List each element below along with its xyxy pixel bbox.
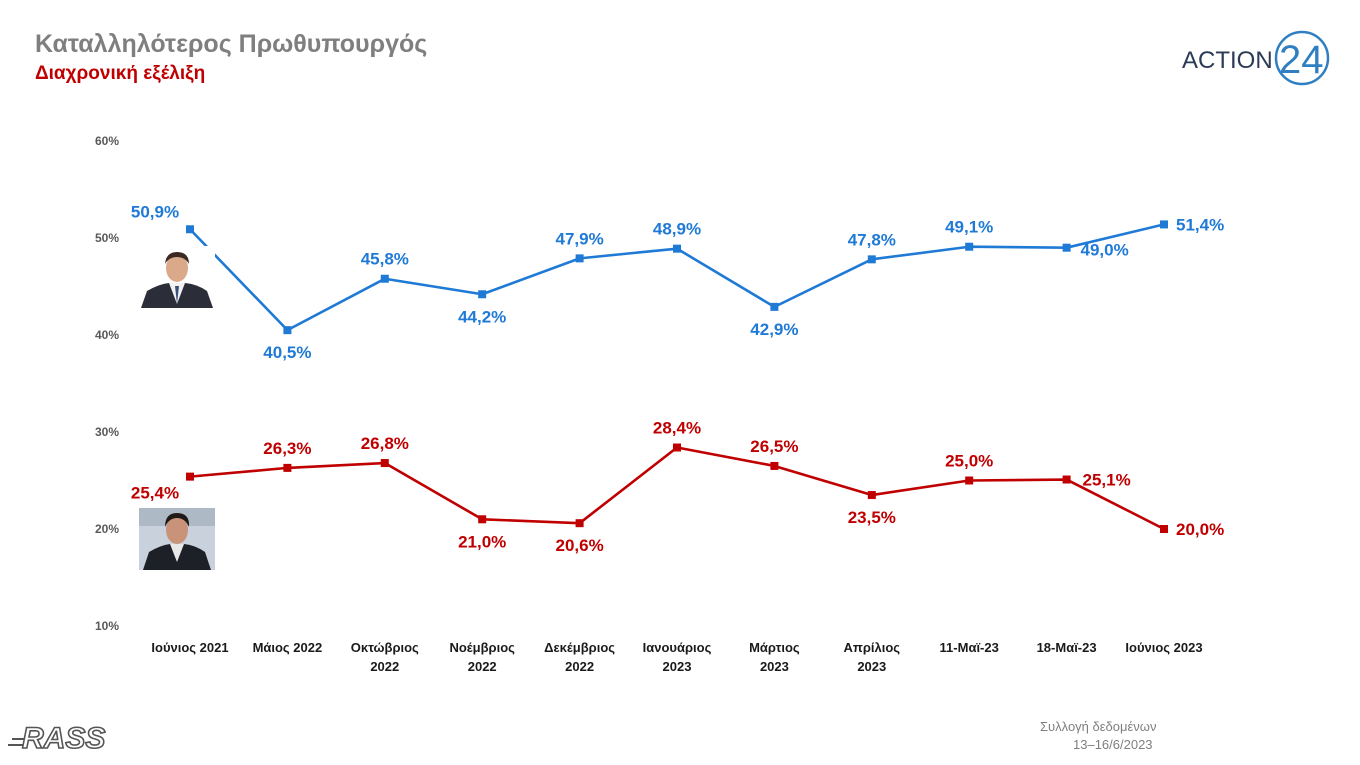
data-label: 25,1% bbox=[1082, 471, 1130, 490]
y-tick-label: 30% bbox=[95, 425, 119, 439]
action24-logo: ACTION 24 bbox=[1182, 30, 1330, 86]
data-point bbox=[575, 519, 584, 528]
x-tick-label: 11-Μαϊ-23 bbox=[940, 640, 999, 655]
data-collection-label: Συλλογή δεδομένων bbox=[1040, 719, 1157, 734]
data-point bbox=[1160, 525, 1168, 533]
x-tick-label: Ιανουάριος bbox=[643, 640, 712, 655]
y-tick-label: 50% bbox=[95, 231, 119, 245]
page-title: Καταλληλότερος Πρωθυπουργός bbox=[35, 30, 428, 58]
data-label: 26,8% bbox=[361, 434, 409, 453]
data-label: 45,8% bbox=[361, 250, 409, 269]
data-point bbox=[965, 242, 974, 251]
data-label: 44,2% bbox=[458, 307, 506, 326]
data-label: 25,0% bbox=[945, 452, 993, 471]
data-point bbox=[965, 476, 974, 485]
data-point bbox=[1160, 220, 1168, 229]
data-label: 42,9% bbox=[750, 320, 798, 339]
rass-logo-text: RASS bbox=[22, 722, 105, 755]
x-tick-label: Δεκέμβριος bbox=[544, 640, 615, 655]
x-tick-label: 2023 bbox=[760, 659, 789, 674]
data-point bbox=[283, 326, 292, 335]
data-label: 28,4% bbox=[653, 419, 701, 438]
data-point bbox=[1062, 243, 1071, 252]
data-point bbox=[478, 515, 487, 524]
data-label: 40,5% bbox=[263, 343, 311, 362]
data-point bbox=[770, 461, 779, 470]
x-tick-label: Ιούνιος 2021 bbox=[151, 640, 228, 655]
data-point bbox=[478, 290, 487, 299]
series-line-0 bbox=[189, 223, 1165, 332]
data-label: 50,9% bbox=[131, 202, 179, 221]
data-point bbox=[867, 491, 876, 500]
data-label: 23,5% bbox=[848, 508, 896, 527]
data-point bbox=[673, 244, 681, 253]
x-tick-label: 2023 bbox=[857, 659, 886, 674]
data-point bbox=[283, 463, 292, 472]
data-label: 47,9% bbox=[555, 229, 603, 248]
data-point bbox=[186, 225, 194, 234]
data-label: 47,8% bbox=[848, 230, 896, 249]
x-tick-label: 2022 bbox=[370, 659, 399, 674]
x-tick-label: 18-Μαϊ-23 bbox=[1037, 640, 1097, 655]
x-tick-label: Οκτώβριος bbox=[351, 640, 419, 655]
data-point bbox=[867, 255, 876, 264]
data-point bbox=[770, 302, 779, 311]
logo-number: 24 bbox=[1279, 38, 1324, 82]
data-label: 48,9% bbox=[653, 220, 701, 239]
data-point bbox=[673, 443, 681, 452]
data-label: 26,3% bbox=[263, 439, 311, 458]
data-label: 49,0% bbox=[1080, 241, 1128, 260]
data-point bbox=[186, 472, 194, 481]
data-label: 20,0% bbox=[1176, 520, 1224, 539]
x-tick-label: Απρίλιος bbox=[844, 640, 901, 655]
data-label: 51,4% bbox=[1176, 215, 1224, 234]
x-tick-label: Ιούνιος 2023 bbox=[1125, 640, 1202, 655]
x-tick-label: 2022 bbox=[565, 659, 594, 674]
data-label: 49,1% bbox=[945, 218, 993, 237]
x-tick-label: Μάιος 2022 bbox=[253, 640, 323, 655]
data-point bbox=[380, 274, 389, 283]
x-tick-label: Μάρτιος bbox=[749, 640, 800, 655]
data-point bbox=[575, 254, 584, 263]
page-subtitle: Διαχρονική εξέλιξη bbox=[35, 63, 206, 84]
series-line-1 bbox=[189, 446, 1165, 531]
logo-text: ACTION bbox=[1182, 47, 1273, 74]
data-collection-date: 13–16/6/2023 bbox=[1073, 737, 1153, 752]
data-label: 25,4% bbox=[131, 484, 179, 503]
data-label: 26,5% bbox=[750, 437, 798, 456]
x-tick-label: 2023 bbox=[663, 659, 692, 674]
data-point bbox=[1062, 475, 1071, 484]
y-tick-label: 60% bbox=[95, 134, 119, 148]
y-tick-label: 20% bbox=[95, 522, 119, 536]
portrait-mitsotakis-icon bbox=[139, 246, 215, 308]
data-label: 21,0% bbox=[458, 532, 506, 551]
x-tick-label: Νοέμβριος bbox=[449, 640, 515, 655]
y-tick-label: 40% bbox=[95, 328, 119, 342]
logo-ring bbox=[1274, 30, 1330, 86]
y-tick-label: 10% bbox=[95, 619, 119, 633]
rass-logo: RASS bbox=[8, 721, 106, 755]
data-point bbox=[380, 459, 389, 468]
x-tick-label: 2022 bbox=[468, 659, 497, 674]
portrait-tsipras-icon bbox=[139, 508, 215, 570]
data-label: 20,6% bbox=[555, 536, 603, 555]
